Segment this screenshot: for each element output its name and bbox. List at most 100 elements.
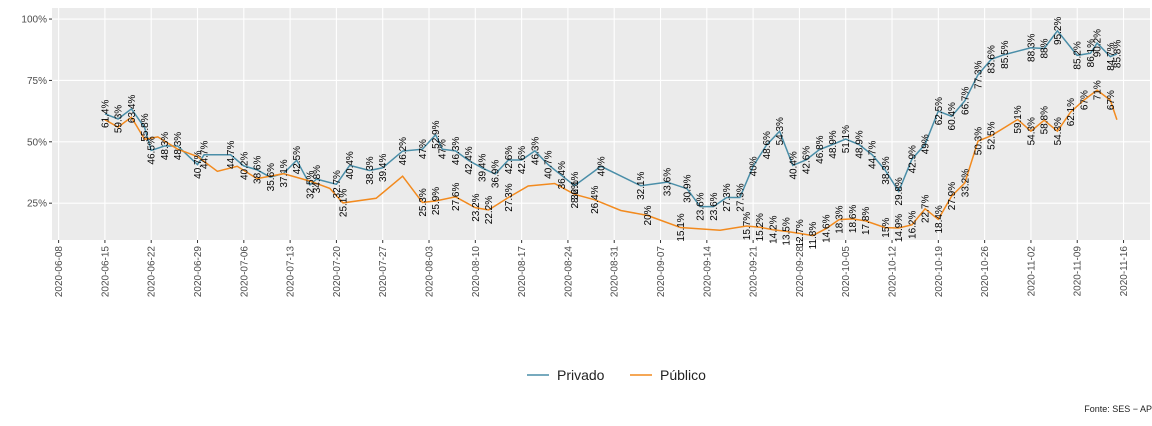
value-label: 55.8% xyxy=(140,113,151,141)
value-label: 35.6% xyxy=(266,163,277,191)
value-label: 25.9% xyxy=(431,187,442,215)
value-label: 48.3% xyxy=(173,132,184,160)
value-label: 17.8% xyxy=(861,207,872,235)
value-label: 15.1% xyxy=(676,213,687,241)
panel xyxy=(52,8,1150,240)
x-tick-label: 2020-11-09 xyxy=(1073,246,1084,297)
value-label: 23.6% xyxy=(696,192,707,220)
value-label: 18.4% xyxy=(934,205,945,233)
value-label: 71% xyxy=(1093,80,1104,100)
value-label: 22.7% xyxy=(921,195,932,223)
value-label: 84.7% xyxy=(1106,42,1117,70)
x-tick-label: 2020-08-10 xyxy=(471,246,482,298)
value-label: 15.7% xyxy=(742,212,753,240)
value-label: 14.9% xyxy=(894,214,905,242)
value-label: 46.5% xyxy=(147,136,158,164)
value-label: 48.6% xyxy=(762,131,773,159)
value-label: 67% xyxy=(1106,90,1117,110)
y-tick-label: 25% xyxy=(27,199,47,210)
value-label: 40.2% xyxy=(239,152,250,180)
value-label: 66.7% xyxy=(960,87,971,115)
x-tick-label: 2020-11-02 xyxy=(1026,246,1037,297)
x-tick-label: 2020-09-14 xyxy=(702,246,713,298)
x-tick-label: 2020-11-16 xyxy=(1119,246,1130,297)
value-label: 36.4% xyxy=(557,161,568,189)
value-label: 33.2% xyxy=(960,169,971,197)
x-tick-label: 2020-10-05 xyxy=(841,246,852,298)
x-tick-label: 2020-06-08 xyxy=(54,246,65,298)
value-label: 85.2% xyxy=(1073,41,1084,69)
value-label: 42.9% xyxy=(907,145,918,173)
value-label: 27.9% xyxy=(947,182,958,210)
value-label: 90.2% xyxy=(1093,29,1104,57)
x-tick-label: 2020-08-03 xyxy=(425,246,436,298)
value-label: 46.8% xyxy=(815,135,826,163)
value-label: 30.9% xyxy=(682,174,693,202)
value-label: 44.7% xyxy=(226,141,237,169)
value-label: 38.3% xyxy=(881,156,892,184)
value-label: 34.8% xyxy=(312,165,323,193)
value-label: 50.3% xyxy=(974,127,985,155)
value-label: 88% xyxy=(1040,38,1051,58)
value-label: 13.5% xyxy=(782,217,793,245)
value-label: 32.1% xyxy=(570,171,581,199)
value-label: 85.8% xyxy=(1112,40,1123,68)
value-label: 54.3% xyxy=(1053,117,1064,145)
value-label: 85.5% xyxy=(1000,40,1011,68)
value-label: 37.1% xyxy=(279,159,290,187)
value-label: 42.6% xyxy=(802,146,813,174)
value-label: 46.2% xyxy=(398,137,409,165)
value-label: 47% xyxy=(438,139,449,159)
y-tick-label: 50% xyxy=(27,137,47,148)
value-label: 20% xyxy=(643,205,654,225)
value-label: 54.3% xyxy=(775,117,786,145)
value-label: 51.1% xyxy=(841,125,852,153)
value-label: 46.3% xyxy=(451,137,462,165)
value-label: 48.9% xyxy=(854,130,865,158)
value-label: 42.5% xyxy=(292,146,303,174)
value-label: 18.3% xyxy=(835,205,846,233)
value-label: 38.6% xyxy=(253,156,264,184)
value-label: 38.3% xyxy=(365,156,376,184)
value-label: 83.6% xyxy=(987,45,998,73)
value-label: 48.9% xyxy=(828,130,839,158)
value-label: 32.1% xyxy=(636,171,647,199)
value-label: 27.3% xyxy=(722,183,733,211)
value-label: 40.4% xyxy=(788,151,799,179)
value-label: 40.4% xyxy=(345,151,356,179)
value-label: 23.2% xyxy=(471,193,482,221)
value-label: 52.5% xyxy=(987,121,998,149)
value-label: 11.8% xyxy=(808,222,819,250)
value-label: 88.3% xyxy=(1026,33,1037,61)
x-tick-label: 2020-07-27 xyxy=(378,246,389,298)
series-line xyxy=(104,29,1118,208)
value-label: 32.7% xyxy=(332,170,343,198)
value-label: 95.2% xyxy=(1053,17,1064,45)
value-label: 26.4% xyxy=(590,185,601,213)
x-tick-label: 2020-08-17 xyxy=(517,246,528,298)
value-label: 77.3% xyxy=(974,60,985,88)
value-label: 33.6% xyxy=(663,168,674,196)
value-label: 61.4% xyxy=(100,100,111,128)
value-label: 15.2% xyxy=(755,213,766,241)
value-label: 62.5% xyxy=(934,97,945,125)
value-label: 60.4% xyxy=(947,102,958,130)
x-tick-label: 2020-08-24 xyxy=(563,246,574,298)
value-label: 58.8% xyxy=(1040,106,1051,134)
value-label: 25.3% xyxy=(418,188,429,216)
value-label: 27.3% xyxy=(735,183,746,211)
x-tick-label: 2020-10-19 xyxy=(934,246,945,298)
x-tick-label: 2020-10-26 xyxy=(980,246,991,298)
value-label: 59.3% xyxy=(114,105,125,133)
value-label: 12.7% xyxy=(795,219,806,247)
value-label: 40% xyxy=(749,156,760,176)
value-label: 14.2% xyxy=(768,215,779,243)
value-label: 40.7% xyxy=(544,150,555,178)
value-label: 54.3% xyxy=(1026,117,1037,145)
value-label: 47% xyxy=(418,139,429,159)
value-label: 40% xyxy=(597,156,608,176)
value-label: 39.4% xyxy=(378,154,389,182)
value-label: 28.6% xyxy=(570,180,581,208)
value-label: 27.3% xyxy=(504,183,515,211)
legend-label: Privado xyxy=(557,367,605,383)
